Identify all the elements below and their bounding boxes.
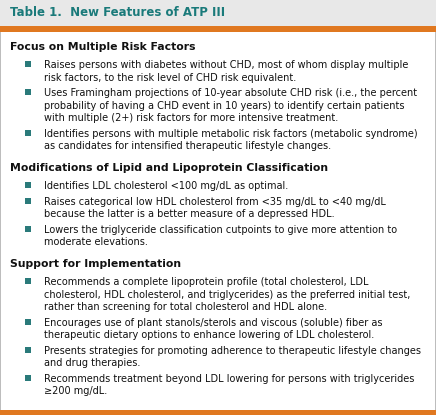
- Text: Recommends a complete lipoprotein profile (total cholesterol, LDL: Recommends a complete lipoprotein profil…: [44, 277, 368, 287]
- Text: Identifies LDL cholesterol <100 mg/dL as optimal.: Identifies LDL cholesterol <100 mg/dL as…: [44, 181, 288, 191]
- Text: Lowers the triglyceride classification cutpoints to give more attention to: Lowers the triglyceride classification c…: [44, 225, 397, 235]
- Text: Uses Framingham projections of 10-year absolute CHD risk (i.e., the percent: Uses Framingham projections of 10-year a…: [44, 88, 417, 98]
- Text: risk factors, to the risk level of CHD risk equivalent.: risk factors, to the risk level of CHD r…: [44, 73, 296, 83]
- Bar: [0, 410, 436, 415]
- Text: with multiple (2+) risk factors for more intensive treatment.: with multiple (2+) risk factors for more…: [44, 113, 338, 123]
- Text: ≥200 mg/dL.: ≥200 mg/dL.: [44, 386, 107, 396]
- Text: because the latter is a better measure of a depressed HDL.: because the latter is a better measure o…: [44, 209, 334, 219]
- Text: Recommends treatment beyond LDL lowering for persons with triglycerides: Recommends treatment beyond LDL lowering…: [44, 374, 414, 383]
- Bar: [25, 278, 31, 284]
- Text: Raises persons with diabetes without CHD, most of whom display multiple: Raises persons with diabetes without CHD…: [44, 60, 409, 71]
- Text: Table 1.  New Features of ATP III: Table 1. New Features of ATP III: [10, 7, 225, 20]
- Bar: [0, 26, 436, 32]
- Text: rather than screening for total cholesterol and HDL alone.: rather than screening for total choleste…: [44, 302, 327, 312]
- Text: Support for Implementation: Support for Implementation: [10, 259, 181, 269]
- Text: moderate elevations.: moderate elevations.: [44, 237, 148, 247]
- Bar: [25, 182, 31, 188]
- Text: Raises categorical low HDL cholesterol from <35 mg/dL to <40 mg/dL: Raises categorical low HDL cholesterol f…: [44, 197, 386, 207]
- Bar: [25, 89, 31, 95]
- Bar: [25, 61, 31, 67]
- Bar: [25, 130, 31, 136]
- Text: Identifies persons with multiple metabolic risk factors (metabolic syndrome): Identifies persons with multiple metabol…: [44, 129, 418, 139]
- Bar: [25, 198, 31, 204]
- Text: Presents strategies for promoting adherence to therapeutic lifestyle changes: Presents strategies for promoting adhere…: [44, 346, 421, 356]
- Text: and drug therapies.: and drug therapies.: [44, 358, 140, 368]
- Text: cholesterol, HDL cholesterol, and triglycerides) as the preferred initial test,: cholesterol, HDL cholesterol, and trigly…: [44, 290, 410, 300]
- Text: therapeutic dietary options to enhance lowering of LDL cholesterol.: therapeutic dietary options to enhance l…: [44, 330, 374, 340]
- Text: Encourages use of plant stanols/sterols and viscous (soluble) fiber as: Encourages use of plant stanols/sterols …: [44, 317, 382, 327]
- Text: as candidates for intensified therapeutic lifestyle changes.: as candidates for intensified therapeuti…: [44, 142, 331, 151]
- Text: Focus on Multiple Risk Factors: Focus on Multiple Risk Factors: [10, 42, 195, 52]
- Bar: [25, 347, 31, 352]
- Text: probability of having a CHD event in 10 years) to identify certain patients: probability of having a CHD event in 10 …: [44, 101, 405, 111]
- Bar: [25, 374, 31, 381]
- Text: Modifications of Lipid and Lipoprotein Classification: Modifications of Lipid and Lipoprotein C…: [10, 163, 328, 173]
- Bar: [25, 226, 31, 232]
- Bar: [0, 0, 436, 26]
- Bar: [25, 319, 31, 325]
